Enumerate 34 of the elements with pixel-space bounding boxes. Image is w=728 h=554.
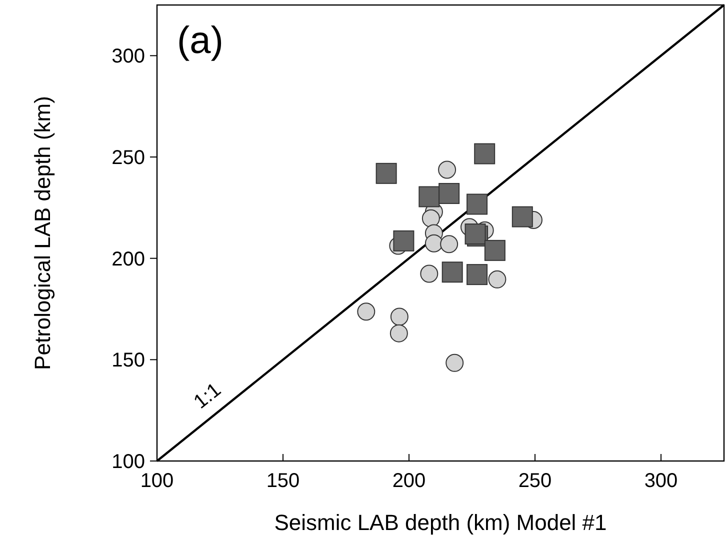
y-tick-label: 150 <box>112 350 145 372</box>
x-axis-title: Seismic LAB depth (km) Model #1 <box>274 510 607 535</box>
point <box>438 160 456 179</box>
point <box>466 264 488 286</box>
point <box>390 308 408 326</box>
x-tick-label: 300 <box>644 470 678 492</box>
point <box>440 235 458 254</box>
point <box>484 240 506 261</box>
point <box>442 262 463 283</box>
point <box>422 209 440 228</box>
point <box>474 143 496 164</box>
point <box>376 162 397 184</box>
y-tick-label: 100 <box>112 451 145 473</box>
y-tick-label: 250 <box>112 147 145 169</box>
annotation: 1:1 <box>190 378 226 414</box>
y-tick-label: 200 <box>112 248 145 270</box>
point <box>466 194 488 215</box>
x-tick-label: 200 <box>392 470 426 492</box>
point <box>512 206 533 228</box>
y-tick-label: 300 <box>112 46 145 68</box>
x-tick-label: 150 <box>266 470 300 492</box>
y-axis-title: Petrological LAB depth (km) <box>30 96 55 370</box>
point <box>357 302 376 321</box>
annotation: (a) <box>177 20 224 62</box>
point <box>393 230 414 252</box>
point <box>424 234 443 252</box>
point <box>438 182 460 204</box>
point <box>390 324 408 342</box>
point <box>418 186 440 208</box>
point <box>488 270 506 288</box>
x-tick-label: 100 <box>140 470 174 492</box>
point <box>420 264 438 283</box>
point <box>446 354 464 372</box>
x-tick-label: 250 <box>518 470 552 492</box>
